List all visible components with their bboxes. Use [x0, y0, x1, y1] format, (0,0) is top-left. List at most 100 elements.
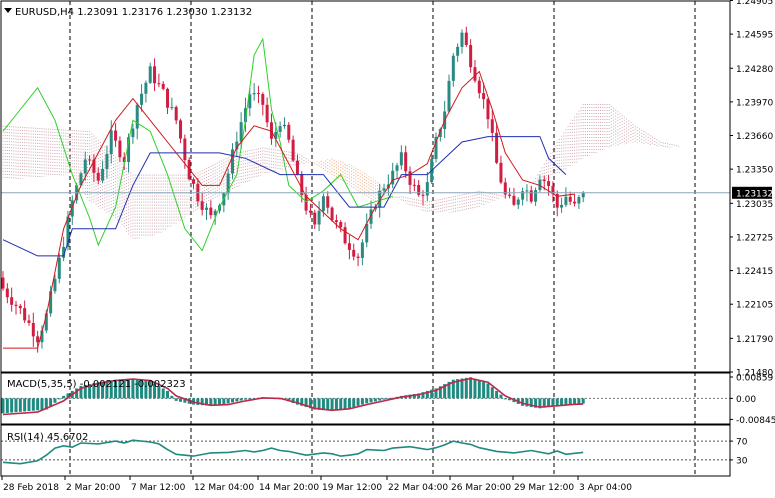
macd-histogram-bar	[88, 384, 92, 399]
candle-body	[36, 336, 40, 343]
macd-histogram-bar	[230, 398, 234, 403]
rsi-header: RSI(14) 45.6702	[7, 432, 88, 443]
price-tick-label: 1.22725	[736, 233, 773, 243]
candle-body	[66, 216, 70, 247]
candle-body	[261, 94, 265, 105]
candle-body	[235, 141, 239, 150]
current-price-tag	[732, 186, 772, 199]
candle-body	[421, 194, 425, 196]
macd-histogram-bar	[469, 377, 473, 399]
time-tick-label: 3 Apr 04:00	[579, 483, 632, 493]
macd-histogram-bar	[62, 395, 66, 399]
candle-body	[391, 170, 395, 185]
time-tick-label: 2 Mar 20:00	[66, 483, 121, 493]
macd-histogram-bar	[460, 378, 464, 399]
candle-body	[564, 196, 568, 205]
macd-histogram-bar	[179, 398, 183, 402]
macd-histogram-bar	[482, 381, 486, 399]
macd-histogram-bar	[148, 380, 152, 399]
macd-histogram-bar	[326, 398, 330, 411]
candle-body	[44, 313, 48, 331]
candle-body	[1, 277, 5, 289]
macd-histogram-bar	[96, 382, 100, 399]
candle-body	[291, 139, 295, 161]
rsi-tick-label: 30	[736, 456, 748, 466]
candle-body	[447, 80, 451, 112]
candle-body	[127, 137, 131, 163]
price-tick-label: 1.23660	[736, 132, 773, 142]
macd-histogram-bar	[101, 381, 105, 399]
candle-body	[417, 184, 421, 195]
candle-body	[53, 278, 57, 292]
candle-body	[503, 182, 507, 195]
macd-signal-line	[2, 377, 584, 416]
candle-body	[14, 304, 18, 306]
macd-histogram-bar	[209, 398, 213, 406]
macd-histogram-bar	[343, 398, 347, 409]
candle-body	[96, 172, 100, 181]
macd-histogram-bar	[551, 398, 555, 407]
symbol-header: EURUSD,H4 1.23091 1.23176 1.23030 1.2313…	[15, 7, 252, 18]
candle-body	[373, 207, 377, 210]
candle-body	[538, 179, 542, 191]
price-axis: 1.24905 1.24595 1.24280 1.23970 1.23660 1.233…	[730, 0, 775, 466]
time-tick-label: 12 Mar 04:00	[194, 483, 254, 493]
macd-histogram-bar	[36, 398, 40, 411]
time-tick-label: 28 Feb 2018	[3, 483, 59, 493]
time-tick-label: 29 Mar 12:00	[514, 483, 574, 493]
candle-body	[581, 192, 585, 198]
macd-histogram-bar	[473, 378, 477, 399]
macd-histogram-bar	[109, 380, 113, 399]
candle-body	[122, 157, 126, 163]
candle-body	[174, 106, 178, 121]
candle-body	[577, 197, 581, 204]
candle-body	[161, 83, 165, 89]
candle-body	[360, 242, 364, 258]
price-tick-label: 1.22415	[736, 267, 773, 277]
candle-body	[469, 45, 473, 68]
candle-body	[529, 190, 533, 202]
macd-histogram-bar	[486, 383, 490, 399]
macd-histogram-bar	[27, 398, 31, 412]
macd-histogram-bar	[213, 398, 217, 406]
candle-body	[40, 330, 44, 343]
candle-body	[274, 131, 278, 139]
rsi-tick-label: 70	[736, 438, 748, 448]
macd-histogram-bar	[564, 398, 568, 405]
price-tick-label: 1.23035	[736, 200, 773, 210]
candle-body	[31, 322, 35, 337]
macd-histogram-bar	[573, 398, 577, 404]
macd-histogram-bar	[226, 398, 230, 404]
candle-body	[213, 210, 217, 216]
macd-histogram-bar	[365, 398, 369, 404]
macd-histogram-bar	[222, 398, 226, 404]
candle-body	[92, 159, 96, 173]
macd-histogram-bar	[291, 398, 295, 404]
ichimoku-lines	[1, 37, 730, 349]
candle-body	[326, 196, 330, 208]
macd-histogram-bar	[521, 398, 525, 406]
macd-histogram-bar	[79, 385, 83, 399]
collapse-triangle-icon[interactable]	[4, 8, 12, 13]
candle-body	[499, 162, 503, 183]
macd-histogram-bar	[31, 398, 35, 411]
candle-body	[10, 297, 14, 305]
rsi-line	[2, 439, 584, 465]
macd-tick-label: -0.008456	[736, 416, 775, 426]
macd-histogram-bar	[339, 398, 343, 410]
candle-body	[321, 196, 325, 211]
time-tick-label: 19 Mar 12:00	[322, 483, 382, 493]
macd-histogram-bar	[360, 398, 364, 405]
candle-body	[192, 179, 196, 184]
macd-tick-label: 0.00	[736, 395, 756, 405]
macd-histogram-bar	[577, 398, 581, 404]
macd-header: MACD(5,35,5) -0.002121 -0.002323	[7, 379, 186, 390]
candle-body	[343, 227, 347, 244]
candle-body	[135, 104, 139, 129]
candle-body	[512, 195, 516, 205]
time-tick-label: 7 Mar 12:00	[131, 483, 186, 493]
candle-body	[256, 93, 260, 95]
macd-histogram-bar	[157, 385, 161, 399]
candle-body	[62, 246, 66, 258]
